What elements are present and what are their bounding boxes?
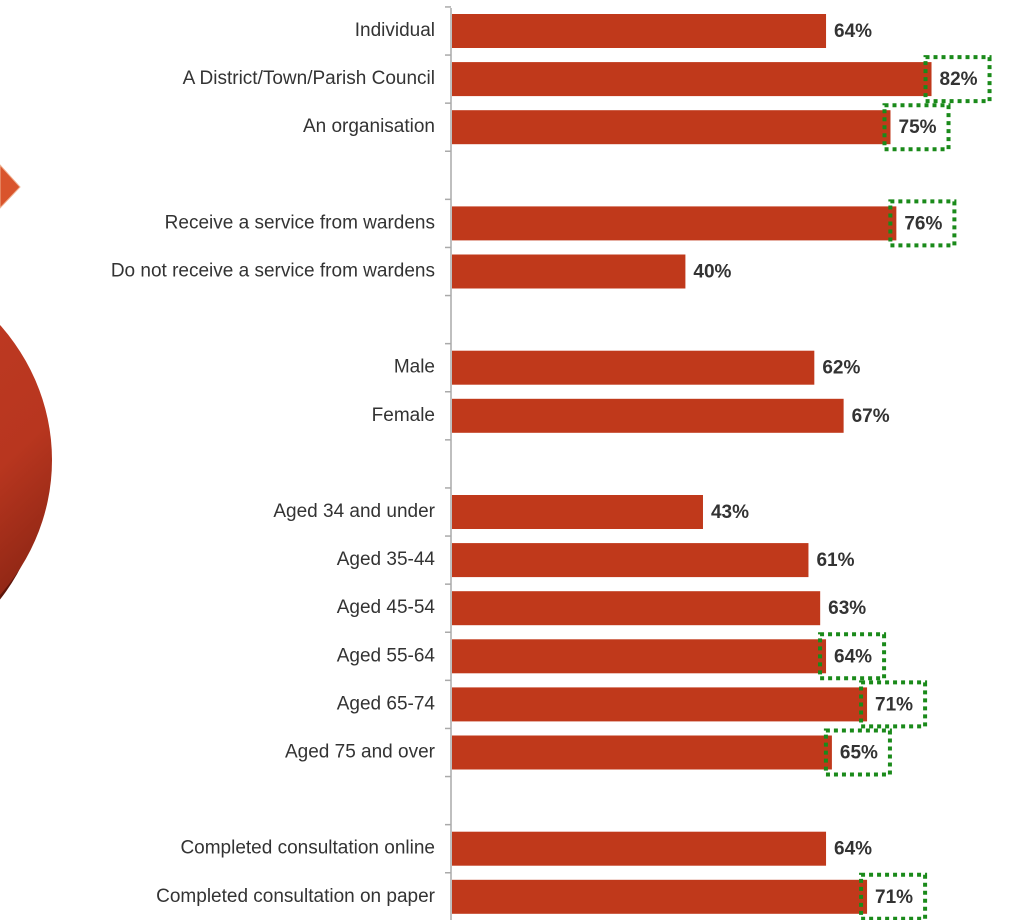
value-label: 62% [822,358,860,379]
category-label: Completed consultation online [180,838,435,859]
category-label: Female [372,405,435,426]
bar [452,254,686,289]
value-label: 75% [899,117,937,138]
category-label: Aged 45-54 [337,597,436,618]
bar [452,543,809,578]
highlight-box [859,872,928,920]
category-label: Do not receive a service from wardens [111,261,435,282]
category-label: Aged 75 and over [285,742,436,763]
highlight-box [923,55,992,104]
bar [452,735,832,770]
category-label: Aged 34 and under [273,501,435,522]
category-label: Completed consultation on paper [156,886,436,907]
value-label: 63% [828,598,866,619]
category-label: An organisation [303,116,435,137]
highlight-box [888,199,957,248]
bar [452,398,844,433]
decor-arrow [0,164,21,209]
value-label: 61% [816,550,854,571]
bar [452,831,827,866]
bar [452,687,868,722]
category-label: A District/Town/Parish Council [183,68,435,89]
category-label: Male [394,357,435,378]
bar [452,62,932,97]
bar [452,350,815,385]
value-label: 67% [852,406,890,427]
value-label: 64% [834,839,872,860]
category-label: Aged 35-44 [337,549,436,570]
category-label: Aged 65-74 [337,693,436,714]
bar [452,110,891,145]
bar [452,591,821,626]
value-label: 76% [904,213,942,234]
category-label: Receive a service from wardens [165,212,435,233]
value-label: 71% [875,694,913,715]
category-label: Aged 55-64 [337,645,436,666]
bar [452,206,897,241]
value-label: 64% [834,646,872,667]
highlight-box [882,103,951,152]
value-label: 43% [711,502,749,523]
value-label: 82% [940,69,978,90]
bar [452,639,827,674]
value-label: 71% [875,887,913,908]
bar [452,495,703,529]
value-label: 65% [840,743,878,764]
value-label: 40% [693,262,731,283]
value-label: 64% [834,21,872,42]
highlight-box [823,728,892,777]
highlight-box [818,632,887,681]
highlight-box [859,680,928,729]
bar [452,14,827,48]
bar [452,879,868,914]
decor-disc [0,325,52,595]
category-label: Individual [355,20,435,41]
